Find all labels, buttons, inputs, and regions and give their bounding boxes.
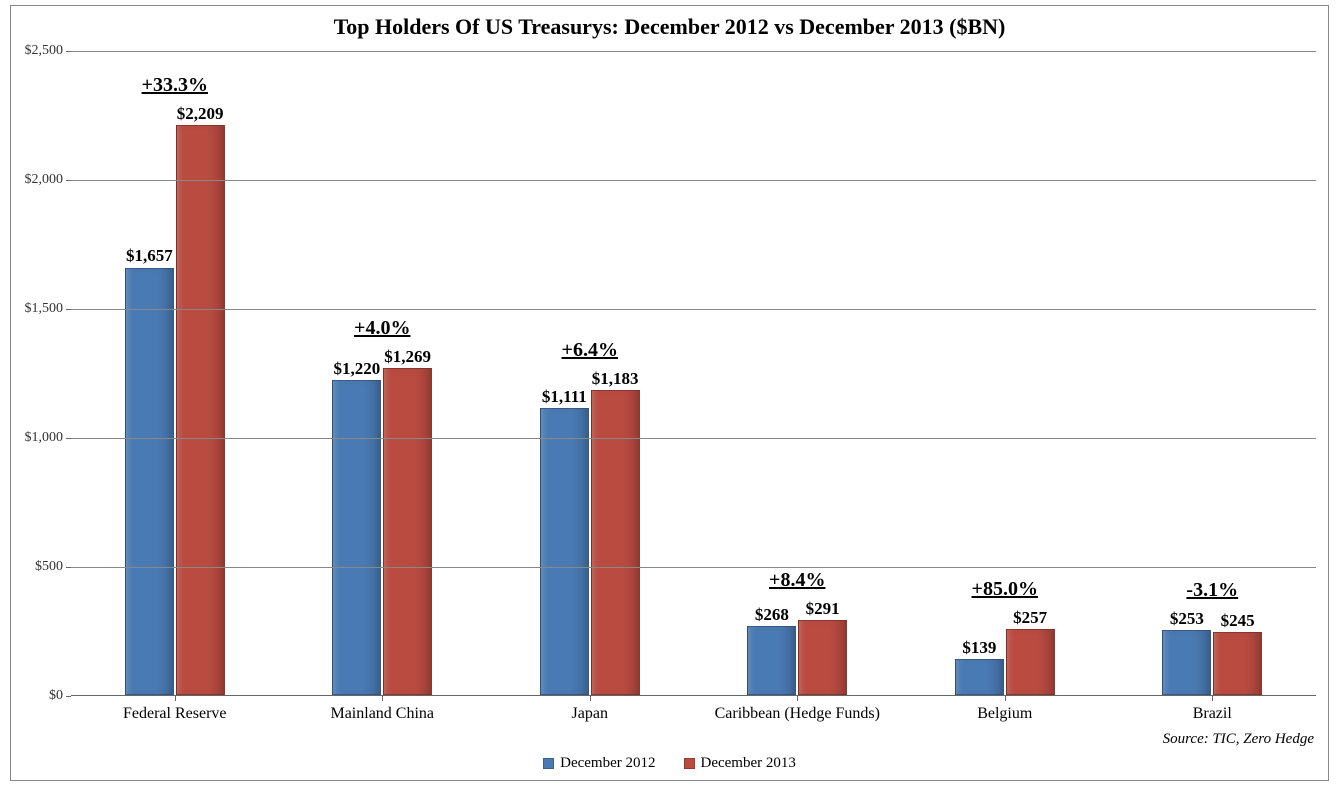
percent-change-label: +8.4% [769,569,825,592]
x-tick-mark [1212,695,1213,701]
chart-container: Top Holders Of US Treasurys: December 20… [10,5,1329,781]
x-tick-mark [797,695,798,701]
bar [176,125,225,695]
y-tick-mark [66,51,71,52]
source-label: Source: TIC, Zero Hedge [1163,731,1314,748]
y-axis-tick-label: $0 [49,688,63,704]
bar [332,380,381,695]
y-tick-mark [66,438,71,439]
y-tick-mark [66,180,71,181]
bar [591,390,640,695]
x-axis-category-label: Belgium [977,705,1032,723]
x-tick-mark [175,695,176,701]
bar [540,408,589,695]
gridline [71,51,1316,52]
gridline [71,309,1316,310]
bar-value-label: $139 [962,638,996,658]
bar-value-label: $253 [1170,609,1204,629]
x-tick-mark [1005,695,1006,701]
x-axis-category-label: Mainland China [330,705,434,723]
legend-swatch [684,758,695,769]
bar [1213,632,1262,695]
y-tick-mark [66,567,71,568]
x-tick-mark [382,695,383,701]
bars-layer: $1,657 $2,209 +33.3% $1,220$1,269 +4.0% $1,11… [71,51,1316,695]
legend-item: December 2013 [684,755,796,772]
bar-value-label: $1,183 [592,369,639,389]
gridline [71,567,1316,568]
y-axis-tick-label: $2,500 [25,43,64,59]
x-axis-category-label: Japan [572,705,608,723]
y-axis-tick-label: $1,000 [25,430,64,446]
bar [383,368,432,695]
y-tick-mark [66,309,71,310]
bar-value-label: $245 [1221,611,1255,631]
percent-change-label: +6.4% [562,339,618,362]
x-axis-category-label: Brazil [1193,705,1232,723]
bar-value-label: $1,220 [333,359,380,379]
legend-label: December 2012 [560,755,655,771]
gridline [71,180,1316,181]
y-axis-tick-label: $2,000 [25,172,64,188]
percent-change-label: +85.0% [972,578,1038,601]
x-tick-mark [590,695,591,701]
bar [125,268,174,696]
x-axis-category-label: Caribbean (Hedge Funds) [715,705,880,723]
bar-value-label: $291 [806,599,840,619]
legend-item: December 2012 [543,755,655,772]
legend-swatch [543,758,554,769]
bar-value-label: $2,209 [177,104,224,124]
gridline [71,438,1316,439]
bar [798,620,847,695]
percent-change-label: +4.0% [354,317,410,340]
bar [955,659,1004,695]
legend-label: December 2013 [701,755,796,771]
y-axis-tick-label: $500 [35,559,63,575]
bar-value-label: $1,111 [542,387,587,407]
plot-area: $1,657 $2,209 +33.3% $1,220$1,269 +4.0% $1,11… [71,51,1316,696]
x-axis-category-label: Federal Reserve [123,705,227,723]
bar-value-label: $257 [1013,608,1047,628]
bar [1162,630,1211,695]
bar [1006,629,1055,695]
percent-change-label: -3.1% [1186,579,1238,602]
bar-value-label: $268 [755,605,789,625]
bar [747,626,796,695]
bar-value-label: $1,657 [126,246,173,266]
y-axis-tick-label: $1,500 [25,301,64,317]
percent-change-label: +33.3% [142,74,208,97]
y-tick-mark [66,696,71,697]
bar-value-label: $1,269 [384,347,431,367]
chart-title: Top Holders Of US Treasurys: December 20… [11,6,1328,44]
legend: December 2012 December 2013 [11,755,1328,772]
